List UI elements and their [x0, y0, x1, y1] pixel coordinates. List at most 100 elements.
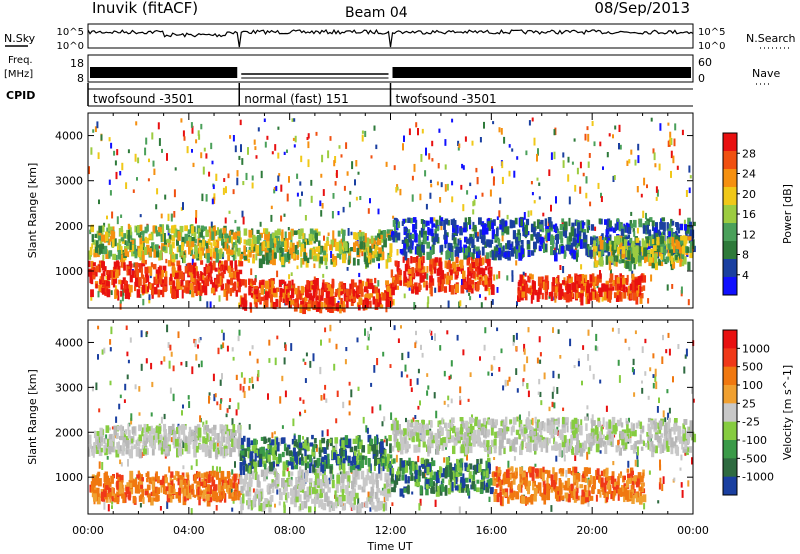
echo-dot [160, 213, 163, 219]
echo-dot [166, 324, 169, 333]
echo-band-cell-0 [161, 289, 165, 298]
echo-band-cell-6 [639, 286, 642, 296]
echo-dot [125, 325, 128, 330]
echo-dot [186, 146, 189, 154]
echo-band-cell-4 [488, 270, 492, 278]
echo-band-cell-5 [540, 236, 544, 243]
echo-dot [245, 172, 248, 181]
echo-band-cell-2 [341, 492, 345, 498]
echo-band-cell-7 [654, 253, 658, 264]
echo-dot [342, 206, 345, 213]
echo-dot [214, 393, 217, 398]
echo-dot [498, 127, 501, 133]
echo-band-cell-2 [285, 289, 290, 295]
echo-band-cell-0 [180, 279, 183, 287]
echo-band-cell-3 [279, 248, 283, 258]
echo-band-cell-4 [478, 278, 482, 285]
echo-dot [127, 459, 129, 467]
echo-dot [571, 161, 574, 165]
echo-dot [658, 397, 660, 404]
echo-band-cell-6 [527, 287, 532, 294]
echo-band-cell-3 [333, 238, 337, 248]
y-tick-label-2: 3000 [55, 175, 83, 188]
echo-band-cell-2 [374, 505, 378, 512]
echo-dot [618, 124, 621, 133]
echo-dot [166, 501, 169, 509]
echo-band-cell-2 [242, 493, 245, 504]
echo-dot [198, 477, 201, 484]
echo-dot [210, 142, 213, 150]
echo-band-cell-2 [271, 482, 274, 488]
echo-band-cell-0 [123, 262, 126, 271]
echo-band-cell-1 [193, 232, 197, 240]
echo-dot [376, 251, 379, 259]
echo-dot [166, 153, 168, 161]
echo-dot [552, 370, 555, 379]
echo-band-cell-0 [151, 288, 155, 296]
echo-dot [508, 376, 511, 382]
echo-dot [467, 398, 470, 402]
echo-band-cell-1 [171, 241, 175, 249]
echo-dot [513, 170, 516, 178]
echo-dot [202, 166, 205, 175]
echo-band-cell-3 [386, 231, 390, 238]
echo-dot [126, 374, 129, 380]
echo-band-cell-3 [377, 237, 380, 245]
echo-band-cell-0 [112, 278, 116, 288]
echo-band-cell-0 [142, 274, 145, 279]
echo-band-cell-1 [159, 250, 163, 261]
echo-band-cell-2 [320, 294, 324, 301]
echo-band-cell-5 [533, 246, 536, 253]
echo-band-cell-5 [667, 228, 671, 234]
echo-band-cell-0 [216, 471, 220, 480]
echo-dot [429, 228, 432, 235]
echo-band-cell-3 [352, 257, 356, 266]
echo-band-cell-1 [135, 448, 139, 457]
echo-band-cell-1 [97, 434, 101, 441]
echo-dot [519, 414, 521, 421]
echo-dot [119, 394, 122, 399]
echo-band-cell-1 [199, 250, 203, 260]
echo-dot [268, 339, 271, 346]
echo-band-cell-3 [253, 243, 257, 252]
echo-dot [496, 287, 499, 293]
echo-dot [300, 155, 303, 163]
echo-band-cell-5 [488, 243, 492, 248]
echo-band-cell-2 [284, 292, 287, 298]
echo-band-cell-2 [314, 289, 318, 294]
echo-dot [257, 370, 260, 378]
noise-tick-bottom-right: 10^0 [698, 41, 725, 52]
echo-band-cell-1 [127, 223, 130, 230]
echo-dot [364, 130, 367, 137]
echo-dot [195, 217, 197, 224]
echo-dot [449, 374, 452, 379]
echo-band-cell-1 [238, 441, 242, 449]
echo-band-cell-5 [633, 231, 636, 237]
echo-dot [287, 227, 290, 231]
echo-band-cell-3 [364, 233, 367, 243]
echo-band-cell-2 [296, 481, 300, 490]
echo-band-cell-0 [149, 266, 153, 276]
echo-dot [160, 416, 163, 424]
echo-band-cell-1 [195, 445, 199, 453]
echo-band-cell-1 [208, 428, 212, 434]
echo-band-cell-5 [418, 234, 421, 245]
echo-dot [173, 189, 176, 198]
echo-band-cell-1 [103, 437, 106, 444]
echo-dot [397, 338, 400, 344]
echo-dot [294, 135, 297, 143]
echo-band-cell-1 [125, 447, 130, 455]
echo-dot [612, 175, 615, 183]
echo-dot [290, 343, 293, 351]
echo-dot [523, 348, 526, 355]
echo-dot [127, 359, 130, 364]
echo-dot [434, 499, 437, 507]
echo-band-cell-6 [522, 279, 526, 284]
echo-band-cell-6 [567, 283, 572, 294]
echo-band-cell-6 [558, 290, 561, 300]
echo-dot [587, 354, 590, 361]
echo-band-cell-5 [410, 217, 413, 224]
echo-band-cell-1 [171, 225, 175, 234]
echo-dot [325, 398, 328, 403]
echo-dot [431, 140, 434, 147]
